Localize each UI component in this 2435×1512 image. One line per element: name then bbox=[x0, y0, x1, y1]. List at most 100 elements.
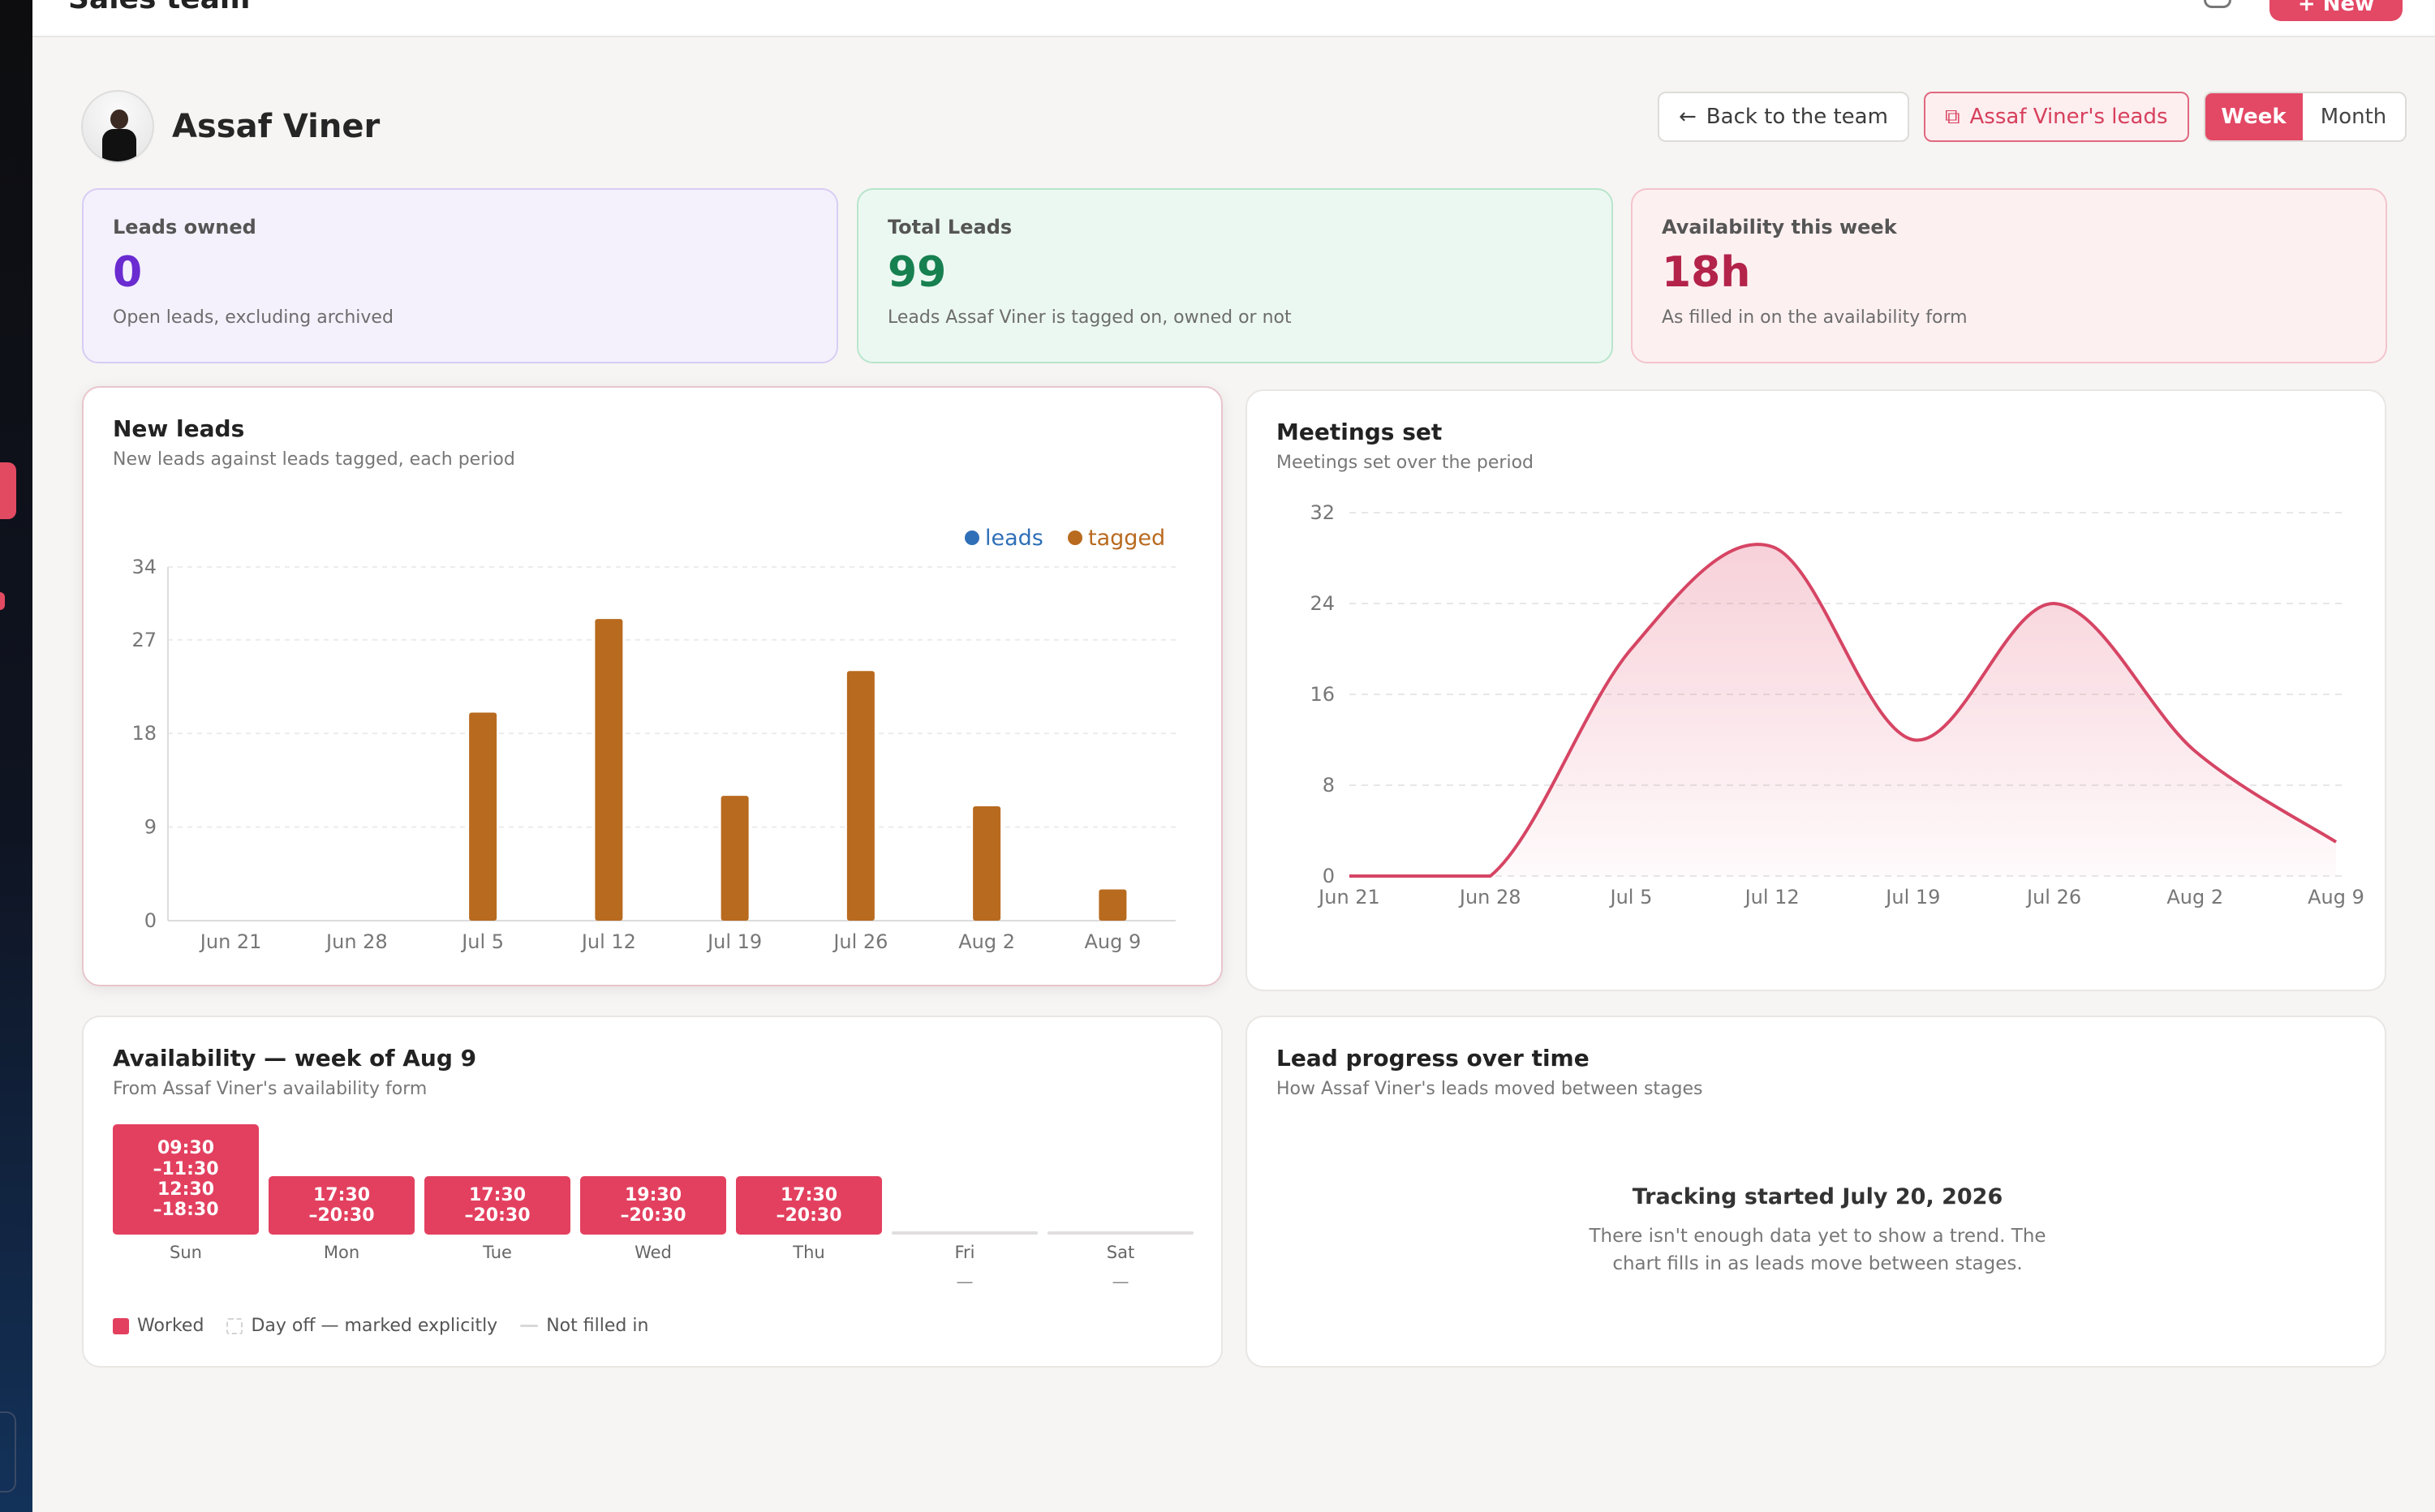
y-tick-label: 18 bbox=[131, 722, 157, 745]
x-tick-label: Jul 5 bbox=[1608, 886, 1652, 908]
stat-value: 18h bbox=[1662, 248, 1751, 297]
y-tick-label: 0 bbox=[144, 909, 157, 932]
period-toggle: Week Month bbox=[2203, 92, 2407, 142]
availability-day-sat: Sat — bbox=[1048, 1123, 1194, 1291]
x-tick-label: Jun 28 bbox=[325, 930, 388, 953]
period-week-option[interactable]: Week bbox=[2205, 93, 2303, 140]
card-subtitle: Meetings set over the period bbox=[1276, 453, 1534, 473]
day-label: Mon bbox=[323, 1243, 360, 1262]
new-leads-card: 0 9 18 27 34 Jun 21 Jun 28 Jul 5 Jul 12 Jul 19 Jul… bbox=[82, 386, 1223, 986]
time-range-text: –11:30 bbox=[153, 1158, 219, 1179]
meetings-chart: 0 8 16 24 32 Jun 21 Jun 28 Jul 5 Jul 12 Jul 19 Jul… bbox=[1310, 501, 2364, 908]
new-leads-chart: 0 9 18 27 34 Jun 21 Jun 28 Jul 5 Jul 12 Jul 19 Jul… bbox=[131, 526, 1176, 953]
availability-day-mon: 17:30 –20:30 Mon bbox=[269, 1123, 415, 1291]
card-subtitle: New leads against leads tagged, each per… bbox=[113, 449, 515, 470]
legend-item-day-off: Day off — marked explicitly bbox=[226, 1316, 497, 1336]
legend-item-not-filled: Not filled in bbox=[520, 1316, 648, 1336]
not-filled-marker: — bbox=[956, 1272, 974, 1291]
stat-value: 99 bbox=[888, 248, 947, 297]
time-range-text: 17:30 bbox=[312, 1184, 371, 1205]
day-label: Wed bbox=[635, 1243, 672, 1262]
area-fill bbox=[1349, 544, 2336, 876]
empty-state: Tracking started July 20, 2026 There isn… bbox=[1247, 1184, 2388, 1278]
profile-name: Assaf Viner bbox=[172, 108, 381, 145]
bell-icon[interactable] bbox=[2204, 0, 2231, 8]
day-label: Thu bbox=[793, 1243, 825, 1262]
stat-description: Leads Assaf Viner is tagged on, owned or… bbox=[888, 307, 1292, 329]
stat-value: 0 bbox=[113, 248, 143, 297]
x-tick-label: Jul 19 bbox=[706, 930, 762, 953]
x-tick-label: Jul 26 bbox=[2025, 886, 2081, 908]
arrow-left-icon: ← bbox=[1679, 105, 1697, 129]
sidebar-user-button[interactable] bbox=[0, 1411, 16, 1493]
time-range-text: –20:30 bbox=[308, 1205, 375, 1226]
new-button[interactable]: + New bbox=[2269, 0, 2403, 21]
x-tick-label: Aug 9 bbox=[2308, 886, 2364, 908]
worked-swatch bbox=[113, 1317, 129, 1334]
x-tick-label: Jun 21 bbox=[199, 930, 262, 953]
back-to-team-label: Back to the team bbox=[1706, 105, 1888, 129]
not-filled-swatch bbox=[520, 1325, 539, 1327]
bar-tagged bbox=[973, 805, 1001, 921]
member-leads-label: Assaf Viner's leads bbox=[1969, 105, 2168, 129]
bar-tagged bbox=[721, 796, 749, 921]
day-label: Tue bbox=[483, 1243, 512, 1262]
legend-label: leads bbox=[985, 526, 1043, 551]
member-leads-button[interactable]: ⧉ Assaf Viner's leads bbox=[1923, 92, 2189, 142]
bar-tagged bbox=[846, 671, 875, 921]
sidebar-active-indicator[interactable] bbox=[0, 462, 16, 519]
x-tick-label: Aug 2 bbox=[2166, 886, 2223, 908]
top-bar: Sales team + New bbox=[32, 0, 2435, 37]
x-tick-label: Aug 2 bbox=[958, 930, 1015, 953]
day-off-swatch bbox=[226, 1317, 243, 1334]
availability-day-thu: 17:30 –20:30 Thu bbox=[736, 1123, 882, 1291]
legend-swatch bbox=[965, 530, 979, 545]
avatar bbox=[81, 90, 154, 163]
stat-card-availability: Availability this week 18h As filled in … bbox=[1631, 188, 2387, 363]
availability-slot: 17:30 –20:30 bbox=[736, 1176, 882, 1235]
time-range-text: –18:30 bbox=[153, 1200, 219, 1221]
availability-card: Availability — week of Aug 9 From Assaf … bbox=[82, 1016, 1223, 1368]
time-range-text: –20:30 bbox=[620, 1205, 686, 1226]
bar-tagged bbox=[1099, 889, 1127, 921]
availability-day-sun: 09:30 –11:30 12:30 –18:30 Sun bbox=[113, 1123, 259, 1291]
stat-description: Open leads, excluding archived bbox=[113, 307, 394, 329]
time-range-text: 17:30 bbox=[780, 1184, 838, 1205]
availability-slot: 17:30 –20:30 bbox=[424, 1176, 570, 1235]
sidebar-notification-dot bbox=[0, 592, 5, 610]
card-title: Availability — week of Aug 9 bbox=[113, 1045, 477, 1072]
time-range-text: 09:30 bbox=[157, 1138, 215, 1159]
stat-label: Leads owned bbox=[113, 216, 256, 238]
time-range-text: –20:30 bbox=[776, 1205, 842, 1226]
availability-legend: Worked Day off — marked explicitly Not f… bbox=[113, 1316, 671, 1336]
period-month-option[interactable]: Month bbox=[2320, 105, 2387, 129]
y-tick-label: 32 bbox=[1310, 501, 1335, 524]
legend-label: Not filled in bbox=[546, 1316, 649, 1336]
availability-slot: 09:30 –11:30 12:30 –18:30 bbox=[113, 1124, 259, 1235]
day-label: Fri bbox=[954, 1243, 975, 1262]
stat-card-total-leads: Total Leads 99 Leads Assaf Viner is tagg… bbox=[857, 188, 1613, 363]
time-range-text: 12:30 bbox=[157, 1179, 215, 1200]
card-title: Lead progress over time bbox=[1276, 1045, 1590, 1072]
app-sidebar bbox=[0, 0, 32, 1512]
x-tick-label: Jun 21 bbox=[1317, 886, 1380, 908]
back-to-team-button[interactable]: ← Back to the team bbox=[1658, 92, 1909, 142]
legend-swatch bbox=[1068, 530, 1082, 545]
empty-state-line: chart fills in as leads move between sta… bbox=[1612, 1253, 2023, 1274]
external-link-icon: ⧉ bbox=[1944, 104, 1960, 129]
availability-day-fri: Fri — bbox=[892, 1123, 1038, 1291]
availability-week: 09:30 –11:30 12:30 –18:30 Sun 17:30 –20:30 Mon 1… bbox=[113, 1123, 1203, 1291]
x-tick-label: Jul 12 bbox=[1744, 886, 1800, 908]
y-tick-label: 0 bbox=[1323, 865, 1335, 887]
card-title: Meetings set bbox=[1276, 419, 1443, 445]
profile-header: Assaf Viner bbox=[81, 90, 380, 163]
card-subtitle: How Assaf Viner's leads moved between st… bbox=[1276, 1079, 1703, 1099]
lead-progress-card: Lead progress over time How Assaf Viner'… bbox=[1245, 1016, 2386, 1368]
legend-label: Worked bbox=[137, 1316, 204, 1336]
empty-state-title: Tracking started July 20, 2026 bbox=[1632, 1184, 2003, 1209]
y-tick-label: 27 bbox=[131, 629, 157, 651]
stat-description: As filled in on the availability form bbox=[1662, 307, 1968, 329]
y-tick-label: 16 bbox=[1310, 683, 1335, 706]
availability-slot: 17:30 –20:30 bbox=[269, 1176, 415, 1235]
time-range-text: –20:30 bbox=[464, 1205, 531, 1226]
